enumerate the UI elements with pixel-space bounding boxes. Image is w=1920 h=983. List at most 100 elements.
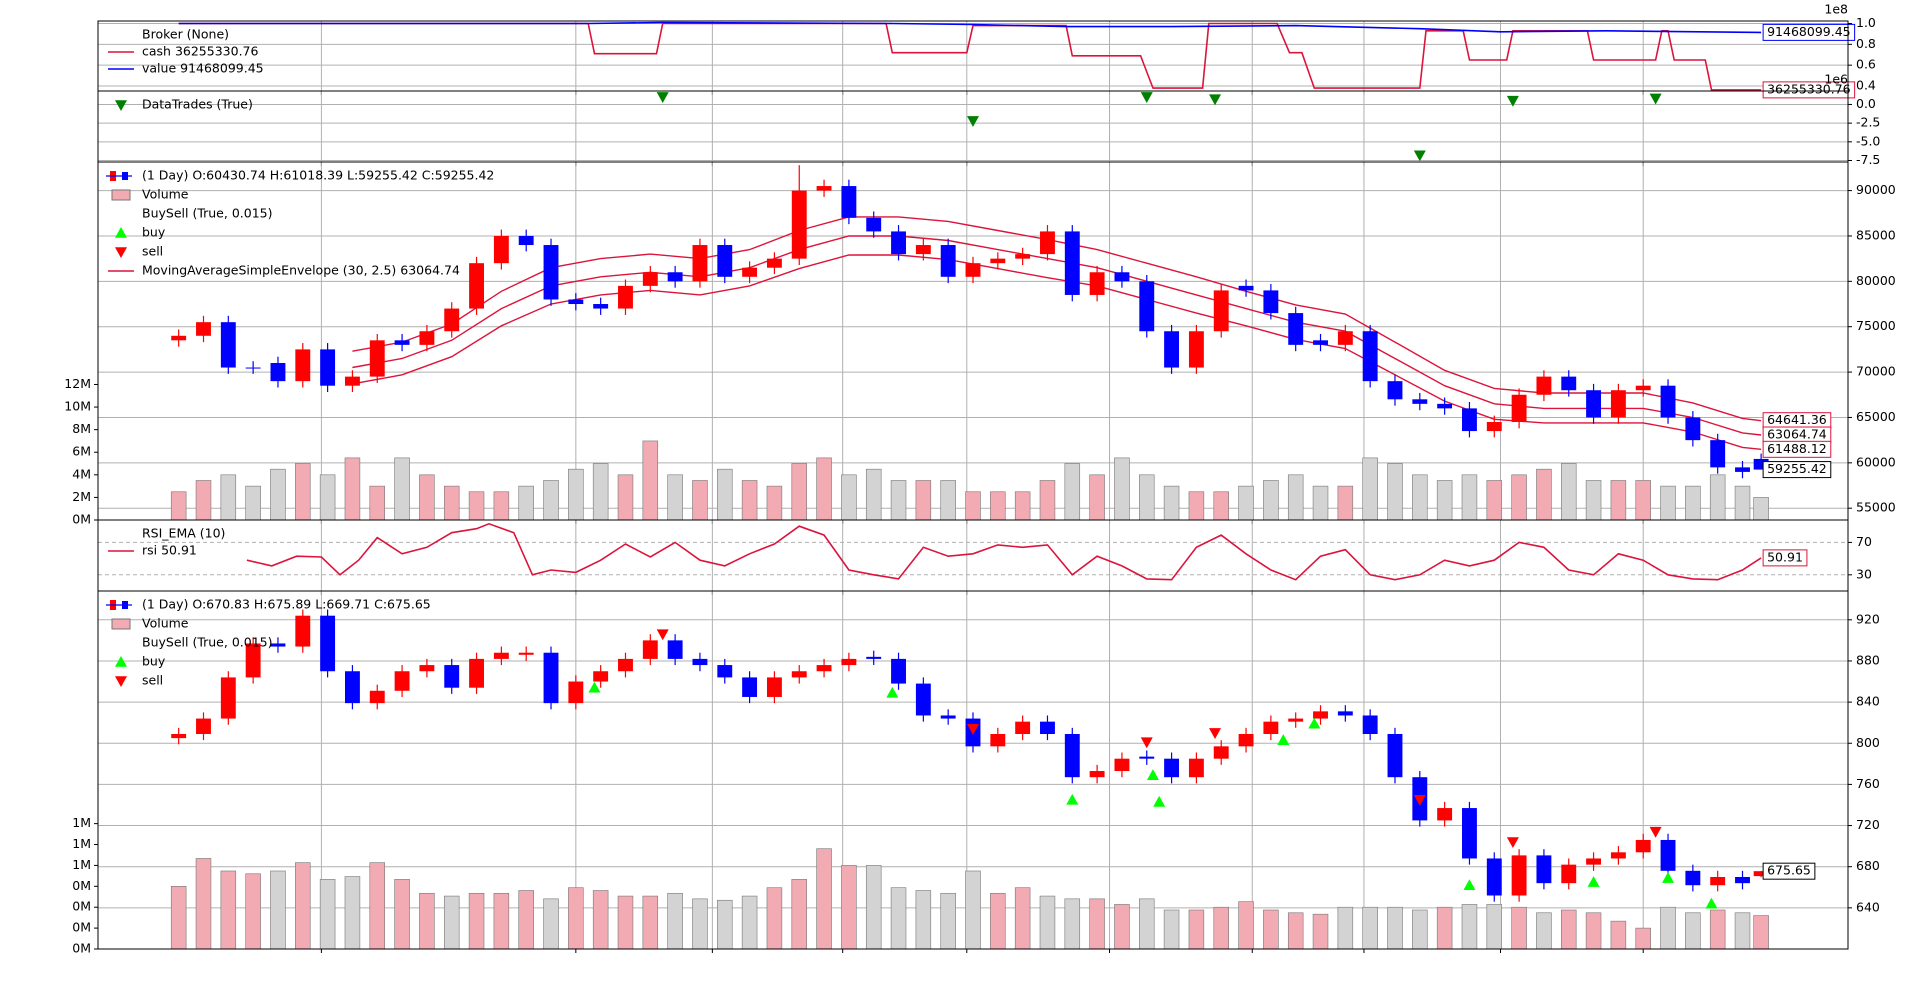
candle-body xyxy=(344,376,360,386)
candle-body xyxy=(791,190,807,259)
trade-marker xyxy=(1413,150,1426,162)
buy-marker xyxy=(588,681,601,693)
series-line xyxy=(246,522,1762,581)
volume-bar xyxy=(543,898,559,949)
volume-bar xyxy=(990,491,1006,520)
candle-body xyxy=(965,263,981,277)
end-label: 59255.42 xyxy=(1767,461,1827,476)
y-tick-label: 70000 xyxy=(1856,364,1896,379)
candle-body xyxy=(469,658,484,688)
candle-body xyxy=(1337,331,1353,345)
volume-bar xyxy=(1610,480,1627,520)
candle-body xyxy=(618,658,633,672)
candle-body xyxy=(568,299,584,305)
axis-offset-label: 1e6 xyxy=(1824,72,1848,87)
volume-tick-label: 8M xyxy=(72,421,91,436)
volume-bar xyxy=(667,892,683,949)
legend-label: BuySell (True, 0.015) xyxy=(142,635,272,650)
candle-body xyxy=(841,186,857,218)
volume-tick-label: 2M xyxy=(72,489,91,504)
volume-bar xyxy=(270,870,286,949)
sell-marker xyxy=(656,629,669,641)
candle-body xyxy=(1362,715,1378,734)
end-label: 61488.12 xyxy=(1767,441,1827,456)
volume-bar xyxy=(965,491,981,520)
y-tick-label: 880 xyxy=(1856,652,1880,667)
legend-volume xyxy=(111,618,131,630)
volume-tick-label: 1M xyxy=(72,815,91,830)
candle-body xyxy=(742,677,758,697)
volume-bar xyxy=(1387,463,1403,520)
y-tick-label: 0.4 xyxy=(1856,78,1876,93)
candle-body xyxy=(1213,746,1229,759)
volume-bar xyxy=(667,474,683,520)
candle-body xyxy=(568,681,584,704)
candle-body xyxy=(1164,331,1180,368)
sell-marker xyxy=(1506,837,1519,849)
candle-body xyxy=(1040,721,1055,734)
buy-marker xyxy=(1463,879,1476,891)
volume-bar xyxy=(617,474,634,520)
legend-marker xyxy=(115,100,127,111)
volume-bar xyxy=(1635,480,1651,520)
volume-bar xyxy=(1436,480,1453,520)
volume-bar xyxy=(1287,474,1304,520)
candle-body xyxy=(419,665,435,672)
volume-bar xyxy=(1412,909,1428,949)
candle-body xyxy=(841,658,857,666)
candle-body xyxy=(1536,376,1552,395)
axis-offset-label: 1e8 xyxy=(1824,2,1848,17)
legend-label: DataTrades (True) xyxy=(142,97,253,112)
candle-body xyxy=(1586,390,1602,418)
candle-body xyxy=(394,671,410,691)
volume-bar xyxy=(915,480,932,520)
volume-bar xyxy=(543,480,559,520)
candle-body xyxy=(791,671,807,678)
y-tick-label: 80000 xyxy=(1856,273,1896,288)
volume-bar xyxy=(1287,912,1304,949)
volume-bar xyxy=(791,879,807,949)
volume-bar xyxy=(1337,485,1354,520)
candle-body xyxy=(220,677,236,719)
volume-bar xyxy=(1114,457,1130,520)
trade-marker xyxy=(1140,92,1153,103)
y-tick-label: 840 xyxy=(1856,694,1880,709)
candle-body xyxy=(717,245,733,277)
volume-bar xyxy=(270,468,286,520)
plot-area xyxy=(98,520,1848,591)
candle-body xyxy=(469,263,484,309)
end-label-box xyxy=(1762,549,1808,567)
plot-area xyxy=(98,91,1848,162)
candle-body xyxy=(1263,290,1279,314)
candle-body xyxy=(543,245,559,300)
candle-body xyxy=(1561,376,1577,391)
candle-body xyxy=(369,690,385,704)
candle-body xyxy=(1462,408,1477,432)
volume-bar xyxy=(990,892,1006,949)
candle-body xyxy=(1412,399,1428,404)
candle-body xyxy=(1710,440,1726,468)
buy-marker xyxy=(1146,769,1159,780)
plot-area xyxy=(98,21,1848,91)
volume-bar xyxy=(865,468,882,520)
volume-bar xyxy=(766,485,783,520)
volume-bar xyxy=(493,892,510,949)
volume-bar xyxy=(419,474,435,520)
legend-label: Volume xyxy=(142,616,189,631)
volume-bar xyxy=(1660,906,1676,949)
trade-marker xyxy=(1649,93,1662,105)
volume-bar xyxy=(1412,474,1428,520)
y-tick-label: 920 xyxy=(1856,611,1880,626)
series-line xyxy=(178,22,1762,91)
candle-body xyxy=(990,258,1006,264)
volume-bar xyxy=(592,463,609,520)
y-tick-label: 720 xyxy=(1856,817,1880,832)
legend-marker xyxy=(115,676,127,687)
volume-tick-label: 12M xyxy=(64,376,91,391)
candle-body xyxy=(1462,808,1477,859)
volume-bar xyxy=(170,886,187,949)
volume-bar xyxy=(1014,491,1031,520)
candle-body xyxy=(1337,711,1353,716)
volume-bar xyxy=(1089,474,1105,520)
